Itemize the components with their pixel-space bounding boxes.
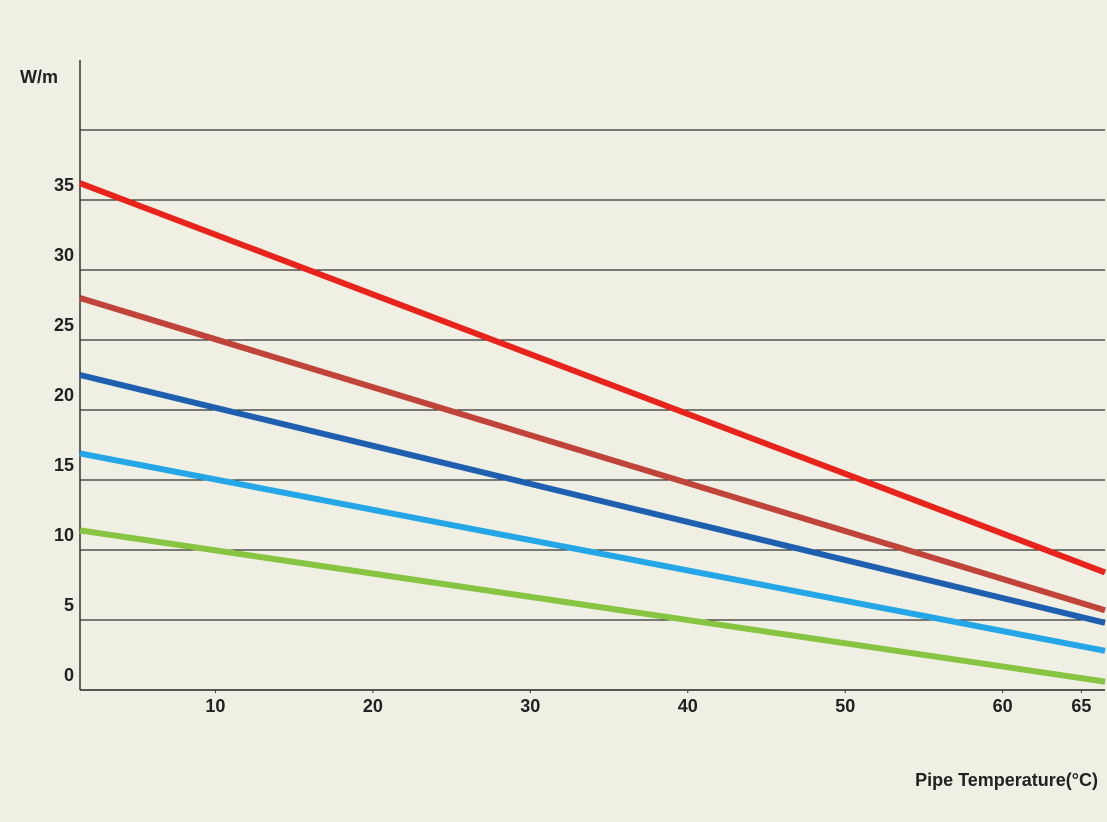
x-tick-label: 60: [993, 696, 1013, 716]
y-tick-label: 10: [54, 525, 74, 545]
x-axis-label: Pipe Temperature(°C): [915, 770, 1098, 790]
series-line: [79, 527, 1106, 685]
x-tick-label: 50: [835, 696, 855, 716]
x-tick-label: 20: [363, 696, 383, 716]
y-tick-label: 25: [54, 315, 74, 335]
x-tick-label: 30: [520, 696, 540, 716]
series-line: [79, 295, 1106, 614]
y-tick-label: 30: [54, 245, 74, 265]
y-tick-label: 15: [54, 455, 74, 475]
series-line: [79, 372, 1106, 626]
x-tick-label: 65: [1071, 696, 1091, 716]
x-tick-label: 10: [205, 696, 225, 716]
y-tick-label: 35: [54, 175, 74, 195]
y-tick-label: 20: [54, 385, 74, 405]
series-line: [78, 180, 1107, 576]
series-line: [79, 450, 1106, 654]
y-tick-label: 5: [64, 595, 74, 615]
x-tick-label: 40: [678, 696, 698, 716]
y-tick-label: 0: [64, 665, 74, 685]
y-axis-label: W/m: [20, 67, 58, 87]
